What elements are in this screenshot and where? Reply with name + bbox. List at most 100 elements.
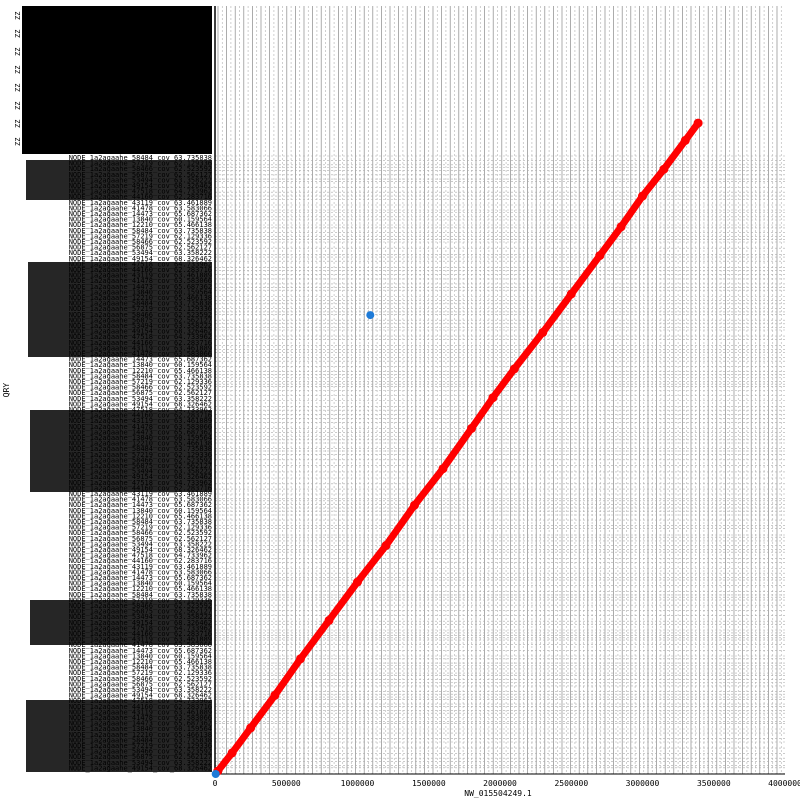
vertical-grid [217, 6, 782, 774]
y-sequence-labels: NODE_1a2agaahe_58484_cov_63.735838NODE_1… [14, 12, 212, 772]
y-tick-label: NODE_1a2agaahe_49154_cov_68.326462 [69, 546, 212, 554]
y-tick-label: NODE_1a2agaahe_49154_cov_68.326462 [69, 400, 212, 408]
y-tick-label: NODE_1a2agaahe_56875_cov_62.562127 [69, 244, 212, 252]
y-tick-label: NODE_1a2agaahe_53494_cov_63.358222 [69, 686, 212, 694]
alignment-point [353, 577, 362, 587]
alignment-segment [489, 365, 518, 402]
y-tick-label: ZZ [14, 120, 22, 128]
y-tick-label: NODE_1a2agaahe_41478_cov_63.583066 [69, 496, 212, 504]
y-tick-label: NODE_1a2agaahe_58484_cov_63.735838 [69, 591, 212, 599]
alignment-segment [382, 501, 418, 549]
alignment-point [488, 393, 498, 403]
y-label-overlap-block [30, 600, 212, 645]
y-tick-label: NODE_1a2agaahe_12210_cov_65.466138 [69, 585, 212, 593]
y-tick-label: NODE_1a2agaahe_14473_cov_65.687362 [69, 574, 212, 582]
x-tick-label: 2500000 [554, 779, 588, 788]
y-tick-label: NODE_1a2agaahe_53494_cov_63.358222 [69, 395, 212, 403]
y-label-overlap-block [26, 160, 212, 200]
alignment-point [693, 118, 703, 128]
y-tick-label: NODE_1a2agaahe_56875_cov_62.562127 [69, 389, 212, 397]
y-tick-label: NODE_1a2agaahe_47518_cov_64.733962 [69, 552, 212, 560]
y-tick-label: NODE_1a2agaahe_14473_cov_65.687362 [69, 210, 212, 218]
y-tick-label: NODE_1a2agaahe_43119_cov_63.461889 [69, 563, 212, 571]
y-label-overlap-block [28, 262, 212, 357]
x-tick-label: 4000000 [768, 779, 800, 788]
y-tick-label: NODE_1a2agaahe_43119_cov_63.461889 [69, 490, 212, 498]
alignment-point [566, 289, 576, 299]
alignment-segment [660, 136, 689, 173]
y-tick-label: ZZ [14, 30, 22, 38]
x-tick-label: 0 [213, 779, 218, 788]
alignment-point [381, 541, 391, 550]
alignment-segment [468, 394, 497, 432]
y-label-mass-top [22, 6, 212, 154]
alignment-point [270, 690, 280, 700]
alignment-segment [411, 465, 447, 509]
x-tick-label: 3500000 [697, 779, 731, 788]
x-axis-label: NW_015504249.1 [464, 789, 532, 798]
alignment-point [538, 327, 548, 337]
y-tick-label: NODE_1a2agaahe_12210_cov_65.466138 [69, 512, 212, 520]
alignment-point [227, 748, 237, 758]
alignment-segment [639, 165, 668, 200]
y-tick-label: NODE_1a2agaahe_49154_cov_68.326462 [69, 255, 212, 263]
y-tick-label: NODE_1a2agaahe_44160_cov_62.283716 [69, 557, 212, 565]
alignment-point [324, 615, 334, 625]
alignment-point [509, 364, 519, 374]
y-tick-label: NODE_1a2agaahe_58484_cov_63.735838 [69, 372, 212, 380]
x-tick-labels: 0 500000 1000000 1500000 2000000 2500000 30000… [213, 779, 800, 788]
alignment-point [246, 723, 256, 733]
y-tick-label: NODE_1a2agaahe_53494_cov_63.358222 [69, 540, 212, 548]
alignment-segment [567, 252, 604, 298]
y-tick-label: NODE_1a2agaahe_13840_cov_60.159564 [69, 507, 212, 515]
y-tick-label: NODE_1a2agaahe_56875_cov_62.562127 [69, 535, 212, 543]
y-tick-label: NODE_1a2agaahe_53494_cov_63.358222 [69, 249, 212, 257]
y-tick-label: NODE_1a2agaahe_58466_cov_62.523592 [69, 238, 212, 246]
alignment-point [638, 191, 647, 201]
y-tick-label: ZZ [14, 66, 22, 74]
alignment-segment [325, 578, 361, 624]
alignment-point [410, 500, 419, 510]
y-tick-label: NODE_1a2agaahe_13840_cov_60.159564 [69, 652, 212, 660]
x-tick-label: 1000000 [341, 779, 375, 788]
alignment-point [616, 222, 626, 232]
y-label-overlap-block [30, 410, 212, 492]
y-tick-label: NODE_1a2agaahe_12210_cov_65.466138 [69, 658, 212, 666]
alignment-point [595, 251, 605, 261]
y-tick-label: ZZ [14, 12, 22, 20]
horizontal-grid [215, 155, 785, 775]
y-tick-label: NODE_1a2agaahe_58484_cov_63.735838 [69, 154, 212, 162]
y-tick-label: ZZ [14, 84, 22, 92]
x-tick-label: 1500000 [412, 779, 446, 788]
alignment-point-reverse [211, 770, 220, 778]
y-tick-label: NODE_1a2agaahe_58466_cov_62.523592 [69, 529, 212, 537]
x-tick-label: 2000000 [483, 779, 517, 788]
y-tick-label: NODE_1a2agaahe_13840_cov_60.159564 [69, 216, 212, 224]
alignment-marks [211, 118, 703, 778]
y-tick-label: NODE_1a2agaahe_43119_cov_63.461889 [69, 199, 212, 207]
y-tick-label: NODE_1a2agaahe_13840_cov_60.159564 [69, 580, 212, 588]
x-tick-label: 500000 [272, 779, 301, 788]
alignment-segment [297, 616, 333, 663]
y-label-overlap-block [26, 700, 212, 772]
y-tick-label: NODE_1a2agaahe_41478_cov_63.583066 [69, 641, 212, 649]
y-tick-label: NODE_1a2agaahe_58466_cov_62.523592 [69, 384, 212, 392]
alignment-point [438, 464, 448, 474]
y-tick-label: NODE_1a2agaahe_41478_cov_63.583066 [69, 204, 212, 212]
alignment-point [659, 164, 669, 174]
y-tick-label: NODE_1a2agaahe_57219_cov_62.129336 [69, 232, 212, 240]
alignment-segment [617, 192, 646, 231]
y-tick-label: NODE_1a2agaahe_49154_cov_68.326462 [69, 692, 212, 700]
y-tick-label: NODE_1a2agaahe_57219_cov_62.129336 [69, 669, 212, 677]
alignment-point [680, 135, 690, 145]
y-tick-label: NODE_1a2agaahe_13840_cov_60.159564 [69, 361, 212, 369]
y-tick-label: ZZ [14, 48, 22, 56]
alignment-point [296, 654, 305, 664]
y-tick-label: ZZ [14, 138, 22, 146]
y-tick-label: NODE_1a2agaahe_58484_cov_63.735838 [69, 227, 212, 235]
y-tick-label: NODE_1a2agaahe_58484_cov_63.735838 [69, 518, 212, 526]
alignment-segment [354, 542, 390, 586]
y-tick-label: NODE_1a2agaahe_14473_cov_65.687362 [69, 356, 212, 364]
y-tick-label: NODE_1a2agaahe_14473_cov_65.687362 [69, 647, 212, 655]
